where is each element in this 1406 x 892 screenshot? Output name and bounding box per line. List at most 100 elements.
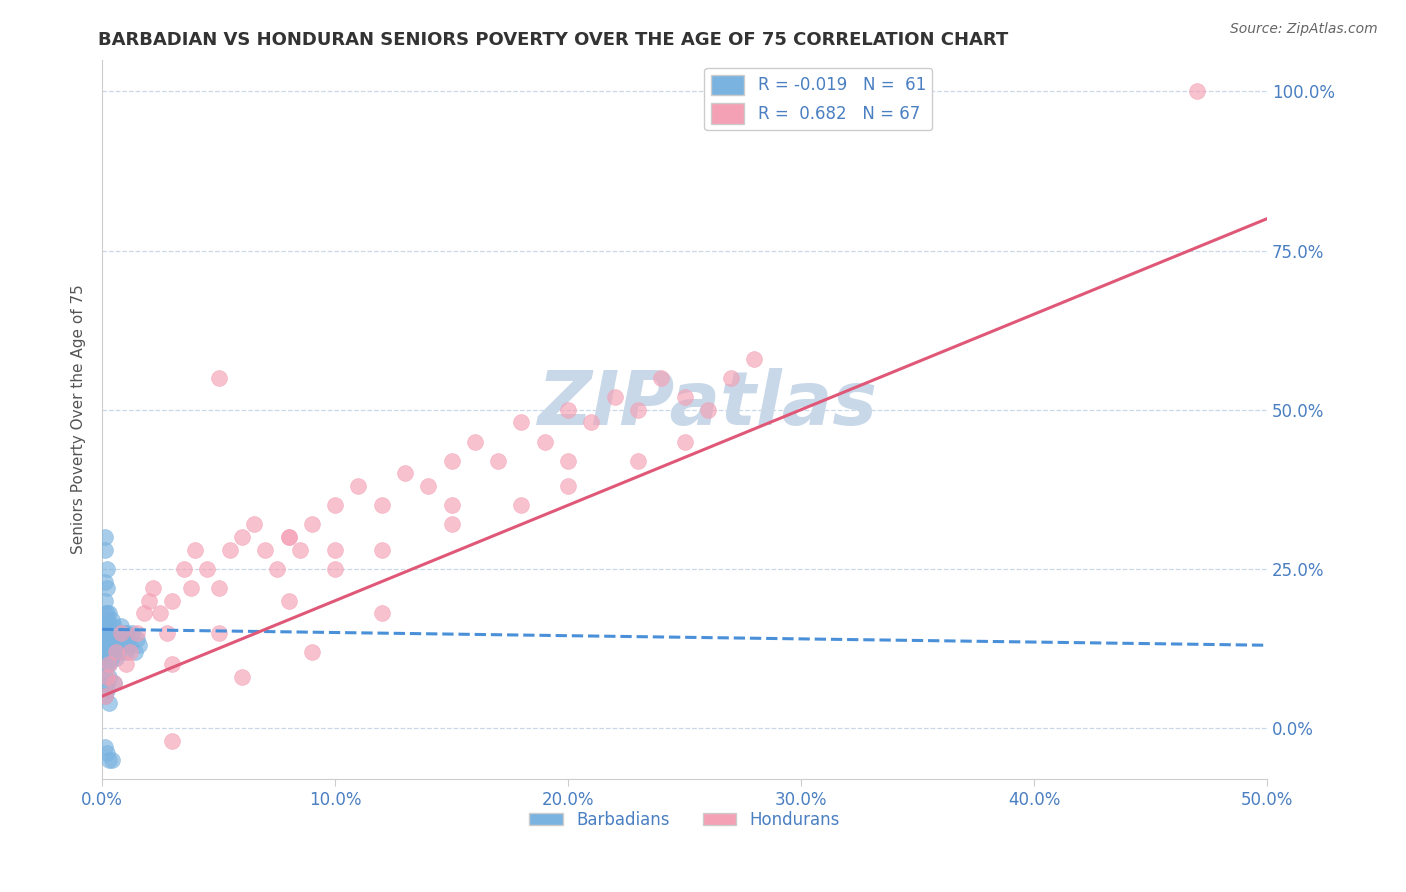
Point	[96, 682, 118, 697]
Point	[96, 676, 118, 690]
Point	[98, 657, 121, 672]
Point	[93, 593, 115, 607]
Text: ZIPatlas: ZIPatlas	[538, 368, 877, 442]
Point	[510, 498, 533, 512]
Point	[290, 542, 312, 557]
Point	[277, 593, 299, 607]
Point	[627, 453, 650, 467]
Point	[96, 619, 118, 633]
Point	[105, 651, 128, 665]
Point	[160, 593, 183, 607]
Point	[105, 638, 128, 652]
Point	[557, 453, 579, 467]
Point	[557, 402, 579, 417]
Point	[208, 581, 231, 595]
Point	[371, 607, 394, 621]
Point	[103, 632, 125, 646]
Point	[156, 625, 179, 640]
Point	[112, 638, 135, 652]
Point	[105, 644, 128, 658]
Point	[110, 619, 132, 633]
Text: BARBADIAN VS HONDURAN SENIORS POVERTY OVER THE AGE OF 75 CORRELATION CHART: BARBADIAN VS HONDURAN SENIORS POVERTY OV…	[98, 31, 1008, 49]
Point	[100, 651, 122, 665]
Point	[96, 607, 118, 621]
Point	[124, 644, 146, 658]
Point	[93, 657, 115, 672]
Point	[581, 416, 603, 430]
Point	[98, 696, 121, 710]
Point	[103, 676, 125, 690]
Point	[110, 625, 132, 640]
Point	[114, 644, 136, 658]
Point	[277, 530, 299, 544]
Point	[96, 581, 118, 595]
Point	[323, 562, 346, 576]
Point	[93, 632, 115, 646]
Point	[100, 753, 122, 767]
Point	[93, 574, 115, 589]
Y-axis label: Seniors Poverty Over the Age of 75: Seniors Poverty Over the Age of 75	[72, 285, 86, 554]
Point	[173, 562, 195, 576]
Point	[93, 542, 115, 557]
Point	[219, 542, 242, 557]
Point	[100, 625, 122, 640]
Point	[96, 632, 118, 646]
Point	[464, 434, 486, 449]
Point	[266, 562, 288, 576]
Point	[93, 619, 115, 633]
Point	[347, 479, 370, 493]
Point	[93, 740, 115, 755]
Point	[720, 371, 742, 385]
Point	[98, 625, 121, 640]
Point	[98, 644, 121, 658]
Point	[96, 613, 118, 627]
Legend: Barbadians, Hondurans: Barbadians, Hondurans	[523, 804, 846, 835]
Point	[120, 638, 142, 652]
Point	[127, 625, 149, 640]
Point	[440, 498, 463, 512]
Point	[231, 670, 253, 684]
Point	[418, 479, 440, 493]
Point	[142, 581, 165, 595]
Point	[98, 670, 121, 684]
Point	[323, 498, 346, 512]
Point	[394, 467, 416, 481]
Point	[93, 689, 115, 703]
Point	[627, 402, 650, 417]
Point	[208, 371, 231, 385]
Point	[195, 562, 218, 576]
Point	[127, 632, 149, 646]
Point	[371, 542, 394, 557]
Point	[114, 625, 136, 640]
Point	[184, 542, 207, 557]
Point	[673, 390, 696, 404]
Point	[93, 530, 115, 544]
Point	[100, 638, 122, 652]
Point	[323, 542, 346, 557]
Point	[114, 657, 136, 672]
Point	[231, 530, 253, 544]
Point	[440, 517, 463, 532]
Point	[103, 676, 125, 690]
Point	[603, 390, 626, 404]
Point	[650, 371, 672, 385]
Point	[96, 651, 118, 665]
Point	[107, 625, 129, 640]
Point	[107, 644, 129, 658]
Point	[96, 562, 118, 576]
Point	[440, 453, 463, 467]
Point	[744, 351, 766, 366]
Point	[103, 619, 125, 633]
Point	[371, 498, 394, 512]
Point	[557, 479, 579, 493]
Point	[98, 753, 121, 767]
Point	[93, 644, 115, 658]
Point	[696, 402, 718, 417]
Text: Source: ZipAtlas.com: Source: ZipAtlas.com	[1230, 22, 1378, 37]
Point	[277, 530, 299, 544]
Point	[96, 657, 118, 672]
Point	[96, 625, 118, 640]
Point	[254, 542, 277, 557]
Point	[120, 644, 142, 658]
Point	[103, 644, 125, 658]
